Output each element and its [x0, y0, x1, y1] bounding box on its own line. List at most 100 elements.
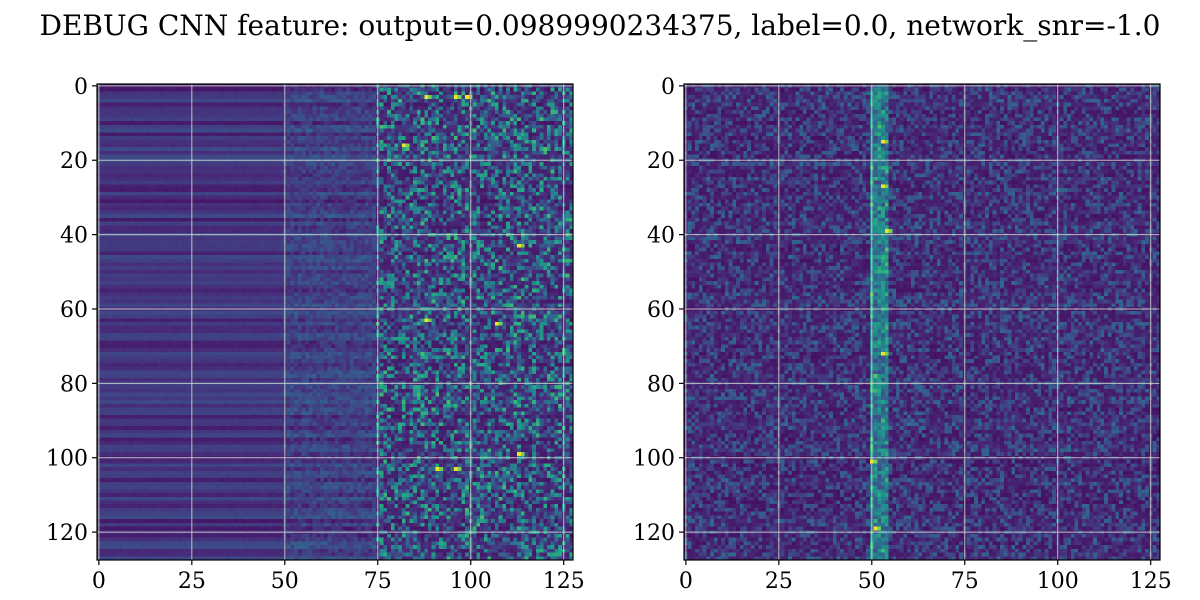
heatmap-cell	[305, 102, 310, 107]
heatmap-cell	[535, 113, 540, 118]
heatmap-cell	[108, 95, 112, 99]
heatmap-cell	[472, 221, 477, 226]
heatmap-cell	[268, 139, 272, 144]
heatmap-cell	[305, 203, 310, 207]
heatmap-cell	[454, 128, 458, 133]
heatmap-cell	[242, 124, 246, 129]
heatmap-cell	[442, 128, 447, 133]
heatmap-cell	[439, 191, 443, 196]
heatmap-cell	[327, 191, 332, 196]
heatmap-cell	[457, 195, 462, 200]
heatmap-cell	[320, 162, 324, 166]
heatmap-cell	[167, 203, 172, 207]
heatmap-cell	[253, 102, 257, 107]
heatmap-cell	[476, 165, 481, 170]
heatmap-cell	[405, 214, 410, 218]
heatmap-cell	[271, 136, 276, 140]
heatmap-cell	[223, 154, 228, 159]
heatmap-cell	[234, 217, 239, 222]
heatmap-cell	[405, 203, 410, 207]
heatmap-cell	[543, 173, 548, 178]
heatmap-cell	[528, 162, 533, 166]
heatmap-cell	[506, 169, 510, 174]
heatmap-cell	[275, 132, 280, 137]
heatmap-cell	[163, 221, 168, 226]
heatmap-cell	[398, 110, 402, 114]
heatmap-cell	[216, 180, 220, 185]
heatmap-cell	[550, 154, 555, 159]
heatmap-cell	[361, 214, 365, 218]
heatmap-cell	[160, 154, 164, 159]
heatmap-cell	[297, 210, 302, 215]
heatmap-cell	[539, 87, 544, 92]
heatmap-cell	[130, 162, 135, 166]
heatmap-cell	[234, 150, 239, 155]
heatmap-cell	[539, 217, 544, 222]
heatmap-cell	[230, 124, 235, 129]
heatmap-cell	[372, 165, 376, 170]
heatmap-cell	[316, 188, 321, 192]
heatmap-cell	[431, 113, 436, 118]
heatmap-cell	[509, 165, 514, 170]
heatmap-cell	[137, 154, 142, 159]
heatmap-cell	[535, 188, 540, 192]
heatmap-cell	[100, 150, 105, 155]
heatmap-cell	[361, 113, 365, 118]
heatmap-cell	[546, 143, 551, 148]
heatmap-cell	[454, 176, 458, 181]
heatmap-cell	[442, 98, 447, 103]
heatmap-cell	[286, 173, 291, 178]
heatmap-cell	[342, 173, 347, 178]
heatmap-cell	[182, 162, 187, 166]
heatmap-cell	[130, 98, 135, 103]
heatmap-cell	[368, 110, 373, 114]
heatmap-cell	[130, 95, 135, 99]
heatmap-cell	[297, 173, 302, 178]
heatmap-cell	[390, 139, 395, 144]
heatmap-cell	[483, 132, 488, 137]
heatmap-cell	[398, 206, 402, 211]
heatmap-cell	[331, 121, 336, 125]
heatmap-cell	[219, 136, 224, 140]
heatmap-cell	[546, 165, 551, 170]
heatmap-cell	[427, 124, 432, 129]
heatmap-cell	[342, 176, 347, 181]
heatmap-cell	[383, 143, 388, 148]
heatmap-cell	[476, 173, 481, 178]
heatmap-cell	[476, 191, 481, 196]
heatmap-cell	[346, 199, 350, 204]
heatmap-cell	[390, 184, 395, 189]
heatmap-cell	[535, 191, 540, 196]
heatmap-cell	[416, 165, 421, 170]
heatmap-cell	[234, 206, 239, 211]
heatmap-cell	[520, 206, 525, 211]
heatmap-cell	[379, 106, 384, 111]
heatmap-cell	[409, 139, 414, 144]
heatmap-cell	[361, 225, 365, 230]
heatmap-cell	[331, 124, 336, 129]
heatmap-cell	[312, 128, 317, 133]
heatmap-cell	[353, 225, 358, 230]
heatmap-cell	[546, 180, 551, 185]
heatmap-cell	[100, 154, 105, 159]
heatmap-cell	[264, 165, 269, 170]
heatmap-cell	[379, 176, 384, 181]
heatmap-cell	[238, 173, 243, 178]
heatmap-cell	[435, 110, 440, 114]
heatmap-cell	[171, 91, 176, 96]
heatmap-cell	[137, 169, 142, 174]
heatmap-cell	[535, 180, 540, 185]
heatmap-cell	[558, 214, 562, 218]
heatmap-cell	[420, 113, 425, 118]
heatmap-cell	[349, 195, 354, 200]
heatmap-cell	[156, 102, 161, 107]
heatmap-cell	[394, 87, 399, 92]
heatmap-cell	[439, 206, 443, 211]
heatmap-cell	[487, 147, 492, 151]
heatmap-cell	[390, 221, 395, 226]
heatmap-cell	[286, 203, 291, 207]
heatmap-cell	[145, 113, 150, 118]
heatmap-cell	[104, 143, 109, 148]
heatmap-cell	[401, 154, 406, 159]
heatmap-cell	[216, 124, 220, 129]
